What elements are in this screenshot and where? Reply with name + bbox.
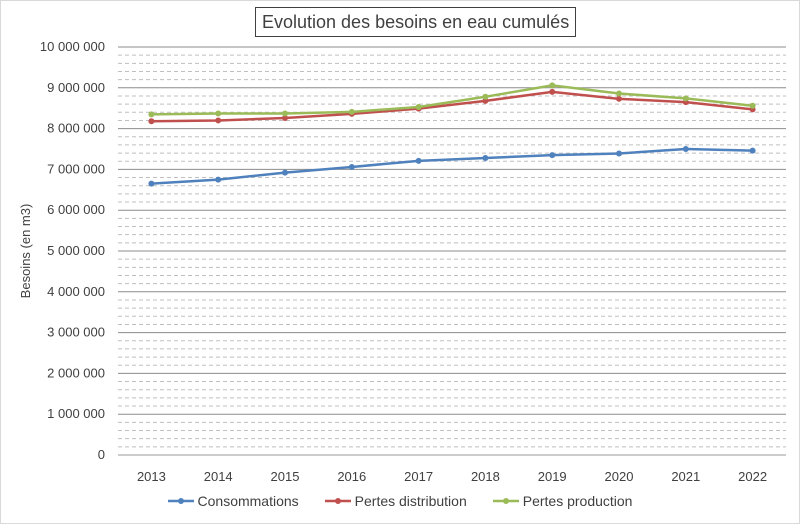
data-point	[616, 90, 622, 97]
data-point	[215, 176, 222, 183]
legend-item: Pertes production	[492, 493, 633, 509]
data-point	[749, 147, 756, 154]
chart-legend: Consommations Pertes distribution Pertes p…	[0, 493, 800, 509]
legend-label: Pertes distribution	[354, 493, 467, 509]
y-tick-label: 6 000 000	[47, 202, 105, 217]
x-tick-label: 2016	[337, 469, 366, 484]
legend-item: Pertes distribution	[324, 493, 467, 509]
series-line-0	[151, 147, 753, 185]
y-tick-label: 9 000 000	[47, 80, 105, 95]
y-tick-label: 3 000 000	[47, 325, 105, 340]
data-point	[482, 154, 489, 161]
data-point	[749, 102, 756, 109]
data-point	[549, 82, 556, 89]
data-point	[215, 110, 222, 117]
y-tick-label: 1 000 000	[47, 406, 105, 421]
y-tick-label: 7 000 000	[47, 161, 105, 176]
legend-label: Consommations	[197, 493, 299, 509]
y-tick-label: 5 000 000	[47, 243, 105, 258]
legend-marker-dot	[177, 498, 184, 504]
legend-marker	[167, 498, 194, 504]
data-point	[415, 103, 422, 110]
series-line-1	[151, 90, 753, 123]
x-tick-label: 2020	[605, 469, 634, 484]
legend-marker	[324, 498, 351, 504]
x-tick-label: 2018	[471, 469, 500, 484]
data-point	[415, 157, 422, 164]
y-tick-label: 2 000 000	[47, 365, 105, 380]
series-line-2	[151, 84, 753, 116]
chart-title: Evolution des besoins en eau cumulés	[255, 7, 577, 37]
data-point	[282, 110, 288, 117]
x-tick-label: 2022	[738, 469, 767, 484]
x-tick-label: 2017	[404, 469, 433, 484]
legend-item: Consommations	[167, 493, 299, 509]
data-point	[215, 117, 222, 124]
x-tick-label: 2014	[204, 469, 233, 484]
data-point	[282, 169, 288, 176]
data-point	[616, 95, 622, 102]
data-point	[549, 152, 556, 159]
data-point	[148, 180, 155, 187]
data-point	[148, 111, 155, 118]
y-tick-label: 4 000 000	[47, 284, 105, 299]
y-tick-label: 10 000 000	[40, 39, 105, 54]
legend-label: Pertes production	[522, 493, 633, 509]
data-point	[682, 95, 689, 102]
data-point	[482, 93, 489, 100]
x-tick-label: 2013	[137, 469, 166, 484]
y-tick-label: 8 000 000	[47, 121, 105, 136]
x-tick-label: 2019	[538, 469, 567, 484]
data-point	[282, 114, 288, 121]
y-tick-label: 0	[98, 447, 105, 462]
y-axis-label: Besoins (en m3)	[18, 204, 33, 299]
data-point	[616, 150, 622, 157]
data-point	[549, 88, 556, 95]
data-point	[682, 146, 689, 152]
legend-marker-dot	[502, 498, 509, 504]
x-tick-label: 2021	[671, 469, 700, 484]
data-point	[348, 108, 355, 115]
legend-marker-dot	[334, 498, 341, 504]
x-tick-label: 2015	[271, 469, 300, 484]
data-point	[348, 163, 355, 170]
data-point	[148, 118, 155, 125]
legend-marker	[492, 498, 519, 504]
